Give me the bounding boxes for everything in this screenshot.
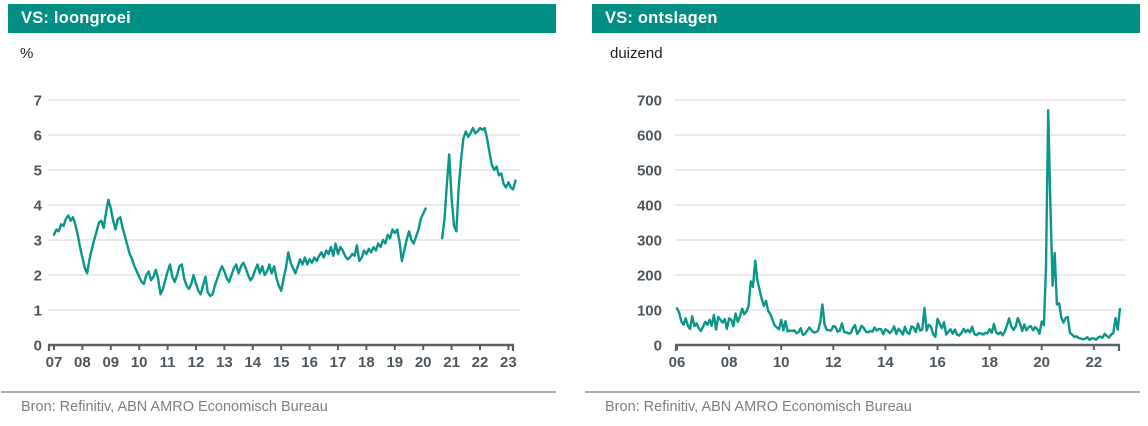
x-axis-tick-label: 14 [244, 354, 261, 371]
y-axis-tick-label: 5 [34, 163, 42, 180]
y-axis-tick-label: 0 [34, 338, 42, 355]
y-axis-tick-label: 400 [637, 198, 662, 215]
source-attribution: Bron: Refinitiv, ABN AMRO Economisch Bur… [605, 399, 912, 415]
footer-divider [1, 391, 556, 393]
y-axis-tick-label: 3 [34, 233, 42, 250]
data-series-line [52, 126, 517, 298]
y-axis-tick-label: 600 [637, 128, 662, 145]
y-axis-tick-label: 0 [654, 338, 662, 355]
x-axis-tick-label: 20 [415, 354, 432, 371]
chart-panel-ontslagen: VS: ontslagen duizend 0 100 200 300 400 500 60… [585, 0, 1140, 426]
x-axis-tick-label: 15 [273, 354, 290, 371]
y-axis-tick-label: 6 [34, 128, 42, 145]
chart-title: VS: ontslagen [605, 9, 718, 27]
x-axis-tick-label: 22 [472, 354, 489, 371]
x-axis-tick-label: 16 [301, 354, 318, 371]
y-axis-tick-label: 300 [637, 233, 662, 250]
x-axis-tick-label: 09 [102, 354, 119, 371]
x-axis-tick-label: 18 [358, 354, 375, 371]
x-axis-tick-label: 17 [330, 354, 347, 371]
x-axis-tick-label: 21 [443, 354, 460, 371]
y-axis-tick-label: 1 [34, 303, 42, 320]
x-axis-tick-label: 18 [981, 354, 998, 371]
footer-divider [585, 391, 1140, 393]
x-axis-tick-label: 16 [929, 354, 946, 371]
y-axis-tick-label: 4 [34, 198, 43, 215]
x-axis-tick-label: 20 [1033, 354, 1050, 371]
panel-header: VS: ontslagen [592, 4, 1140, 33]
x-axis-tick-label: 10 [131, 354, 148, 371]
layoffs-line-chart: 0 100 200 300 400 500 600 700 06 08 10 12 14 16 18 20 22 [637, 93, 1126, 371]
x-axis-tick-label: 08 [74, 354, 91, 371]
y-axis-tick-label: 2 [34, 268, 42, 285]
x-axis-tick-label: 13 [216, 354, 233, 371]
x-axis-tick-label: 19 [386, 354, 403, 371]
data-series-line [675, 109, 1122, 341]
x-axis-tick-label: 14 [877, 354, 894, 371]
x-axis-tick-label: 12 [188, 354, 205, 371]
y-axis-tick-label: 200 [637, 268, 662, 285]
y-axis-unit-label: duizend [610, 45, 663, 62]
y-axis-tick-label: 7 [34, 93, 42, 110]
chart-panel-loongroei: VS: loongroei % 0 1 2 3 4 5 6 7 07 08 09 10 11 12 13 14… [1, 0, 556, 426]
chart-title: VS: loongroei [21, 9, 131, 27]
x-axis-tick-label: 12 [825, 354, 842, 371]
x-axis-tick-label: 08 [721, 354, 738, 371]
x-axis-tick-label: 22 [1085, 354, 1102, 371]
y-axis-tick-label: 500 [637, 163, 662, 180]
panel-header: VS: loongroei [8, 4, 556, 33]
x-axis-tick-label: 07 [46, 354, 63, 371]
y-axis-tick-label: 700 [637, 93, 662, 110]
x-axis-tick-label: 10 [773, 354, 790, 371]
source-attribution: Bron: Refinitiv, ABN AMRO Economisch Bur… [21, 399, 328, 415]
x-axis-tick-label: 11 [160, 354, 176, 371]
x-axis-tick-label: 23 [500, 354, 517, 371]
y-axis-tick-label: 100 [637, 303, 662, 320]
y-axis-unit-label: % [20, 45, 34, 62]
x-axis-tick-label: 06 [669, 354, 686, 371]
